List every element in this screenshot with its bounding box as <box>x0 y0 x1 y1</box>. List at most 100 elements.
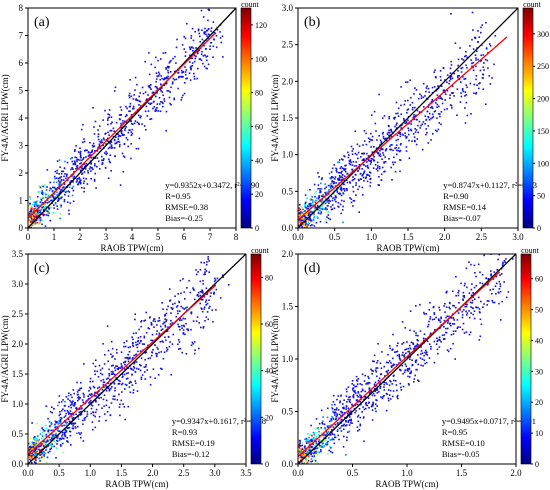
scatter-point <box>30 456 33 458</box>
scatter-point <box>456 88 459 90</box>
scatter-point <box>53 207 55 209</box>
scatter-point <box>435 76 437 79</box>
scatter-point <box>136 121 139 124</box>
scatter-point <box>118 134 121 137</box>
scatter-point <box>28 214 30 216</box>
scatter-point <box>334 436 336 439</box>
scatter-point <box>310 459 312 462</box>
scatter-point <box>479 311 481 314</box>
scatter-point <box>33 450 35 452</box>
scatter-point <box>325 192 327 195</box>
scatter-point <box>450 324 452 327</box>
scatter-point <box>399 149 402 152</box>
scatter-point <box>422 365 424 367</box>
scatter-point <box>343 428 345 431</box>
scatter-point <box>48 436 51 439</box>
y-axis-label: FY-4A/AGRI LPW(cm) <box>270 74 280 161</box>
scatter-point <box>64 191 67 194</box>
scatter-point <box>91 149 93 151</box>
scatter-point <box>369 138 371 141</box>
scatter-point <box>435 99 438 101</box>
scatter-point <box>122 403 124 405</box>
plot-area <box>298 254 516 464</box>
scatter-point <box>197 295 200 298</box>
scatter-point <box>357 430 359 432</box>
scatter-point <box>475 275 477 278</box>
scatter-point <box>32 220 34 222</box>
scatter-point <box>192 320 195 322</box>
scatter-point <box>107 119 109 121</box>
scatter-point <box>485 277 488 279</box>
scatter-point <box>93 145 96 147</box>
scatter-point <box>90 178 92 180</box>
scatter-point <box>219 31 221 33</box>
scatter-point <box>86 183 89 185</box>
scatter-point <box>140 320 143 322</box>
scatter-point <box>470 113 472 115</box>
scatter-point <box>309 454 311 457</box>
scatter-point <box>72 168 74 170</box>
scatter-point <box>435 316 437 319</box>
scatter-point <box>309 217 311 220</box>
scatter-point <box>179 328 181 331</box>
scatter-point <box>372 159 375 161</box>
scatter-point <box>367 174 370 176</box>
scatter-point <box>157 348 159 350</box>
scatter-point <box>365 407 367 410</box>
scatter-point <box>95 408 98 411</box>
scatter-point <box>414 87 416 89</box>
scatter-point <box>136 367 138 370</box>
scatter-point <box>105 150 107 153</box>
scatter-point <box>460 67 462 70</box>
scatter-point <box>65 431 68 433</box>
scatter-point <box>201 38 204 41</box>
scatter-point <box>317 440 320 443</box>
scatter-point <box>301 221 303 224</box>
scatter-point <box>41 434 44 436</box>
scatter-point <box>108 134 110 136</box>
scatter-point <box>445 327 447 330</box>
y-tick-label: 1.5 <box>12 369 24 379</box>
scatter-point <box>479 60 482 62</box>
scatter-point <box>356 153 358 156</box>
scatter-point <box>408 368 410 371</box>
scatter-point <box>180 69 183 72</box>
scatter-point <box>44 443 47 445</box>
scatter-point <box>183 48 185 50</box>
scatter-point <box>103 386 105 388</box>
stats-text: y=0.9347x+0.1617, r²=0.88 <box>172 416 266 426</box>
scatter-point <box>432 133 434 135</box>
scatter-point <box>446 108 448 110</box>
scatter-point <box>400 369 402 372</box>
scatter-point <box>368 382 371 384</box>
scatter-point <box>45 433 48 436</box>
scatter-point <box>167 75 169 78</box>
scatter-point <box>337 179 340 181</box>
scatter-point <box>140 321 142 323</box>
scatter-point <box>44 186 46 188</box>
scatter-point <box>205 287 208 290</box>
scatter-point <box>352 178 355 181</box>
scatter-point <box>472 66 474 69</box>
scatter-point <box>391 179 393 181</box>
scatter-point <box>118 145 121 148</box>
scatter-point <box>346 172 349 175</box>
scatter-point <box>461 58 463 60</box>
scatter-point <box>80 128 83 131</box>
scatter-point <box>171 81 174 83</box>
scatter-point <box>319 220 322 223</box>
scatter-point <box>359 396 361 399</box>
scatter-point <box>301 444 304 447</box>
stats-text: R=0.90 <box>443 191 468 201</box>
scatter-point <box>159 341 162 343</box>
scatter-point <box>358 428 361 431</box>
scatter-point <box>450 60 452 63</box>
scatter-point <box>363 180 365 182</box>
scatter-point <box>400 86 402 88</box>
scatter-point <box>366 382 368 384</box>
scatter-point <box>392 163 395 166</box>
scatter-point <box>157 320 159 322</box>
scatter-point <box>340 425 343 427</box>
scatter-point <box>104 354 106 356</box>
scatter-point <box>72 404 75 407</box>
